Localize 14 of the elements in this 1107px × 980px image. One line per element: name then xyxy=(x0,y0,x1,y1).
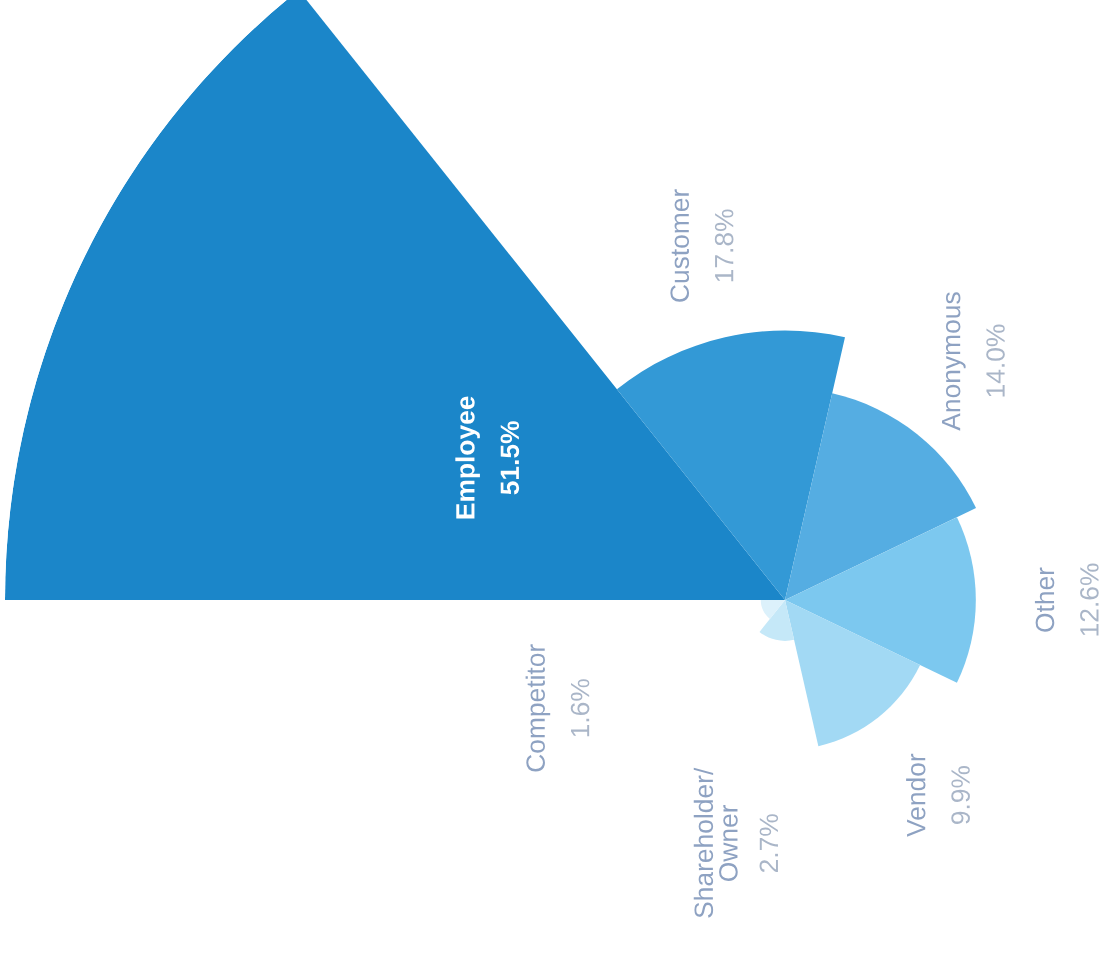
category-label: Employee xyxy=(455,396,480,519)
data-label: 12.6% xyxy=(1080,563,1099,636)
data-label: 2.7% xyxy=(759,814,779,873)
data-label: 14.0% xyxy=(986,324,1005,397)
data-label: 51.5% xyxy=(500,421,520,495)
category-label: Competitor xyxy=(525,644,551,772)
data-label: 1.6% xyxy=(570,679,590,737)
data-label: 9.9% xyxy=(951,766,970,824)
category-label: Other xyxy=(1034,567,1055,632)
category-label: Vendor xyxy=(906,753,926,837)
category-label: Anonymous xyxy=(942,292,966,431)
data-label: 17.8% xyxy=(714,209,734,282)
category-label: Customer xyxy=(670,189,690,302)
category-label: Shareholder/ Owner xyxy=(693,767,738,918)
